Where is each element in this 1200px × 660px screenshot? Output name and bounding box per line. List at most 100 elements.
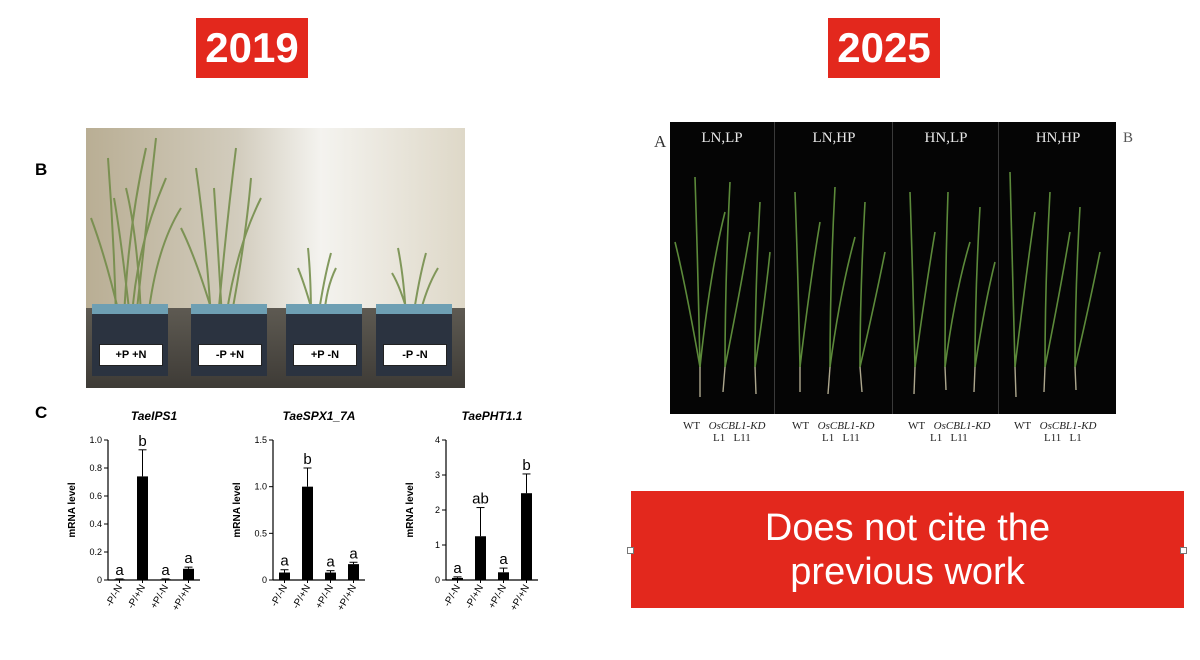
rice-seedlings-drawing (674, 171, 1101, 398)
x-tick-label: -P/+N (291, 583, 313, 611)
x-tick-label: -P/+N (126, 583, 148, 611)
resize-handle-right[interactable] (1180, 547, 1187, 554)
condition-label-4: HN,HP (1035, 130, 1081, 146)
kd-label-3: OsCBL1-KD (933, 420, 991, 432)
lines-label-3: L1 L11 (930, 432, 968, 444)
y-axis-label: mRNA level (67, 482, 78, 537)
bar (160, 579, 171, 581)
condition-column-2: LN,HP (774, 122, 893, 414)
bar-chart-taespx1-7a: TaeSPX1_7A mRNA level 0 0.5 1.0 1.5 a -P/-N b -P/… (232, 409, 365, 613)
bar-chart-taeips1: TaeIPS1 mRNA level 0 0.2 0.4 0.6 0.8 1.0 a -P/-N b… (67, 409, 200, 613)
bar (475, 536, 486, 580)
wt-label-2: WT (792, 420, 809, 432)
significance-letter: a (184, 550, 193, 567)
wt-label-1: WT (683, 420, 700, 432)
genotype-label-2: WT OsCBL1-KD L1 L11 (792, 420, 875, 444)
year-badge-2025: 2025 (828, 18, 940, 78)
y-tick-label: 0.4 (89, 519, 102, 529)
x-tick-label: -P/-N (442, 583, 463, 609)
y-tick-label: 4 (435, 435, 440, 445)
panel-label-c: C (35, 403, 48, 422)
y-tick-label: 1 (435, 540, 440, 550)
significance-letter: b (138, 433, 146, 450)
significance-letter: b (522, 457, 530, 474)
y-tick-label: 1.0 (89, 435, 102, 445)
x-tick-label: +P/+N (170, 583, 194, 613)
genotype-label-4: WT OsCBL1-KD L11 L1 (1014, 420, 1097, 444)
significance-letter: a (161, 562, 170, 579)
y-tick-label: 0 (97, 575, 102, 585)
condition-column-1: LN,LP (670, 122, 774, 414)
resize-handle-left[interactable] (627, 547, 634, 554)
genotype-label-1: WT OsCBL1-KD L1 L11 (683, 420, 766, 444)
condition-column-3: HN,LP (892, 122, 999, 414)
kd-label-2: OsCBL1-KD (817, 420, 875, 432)
x-tick-label: +P/-N (487, 583, 509, 611)
callout-line-2: previous work (790, 550, 1025, 593)
bar (137, 476, 148, 580)
significance-letter: ab (472, 491, 489, 508)
cropped-panel-label-b: B (1123, 130, 1134, 146)
chart-title: TaeIPS1 (131, 409, 178, 423)
rice-growth-photo: LN,LP LN,HP HN,LP HN,HP (670, 122, 1116, 414)
condition-column-4: HN,HP (998, 122, 1116, 414)
bar (498, 572, 509, 580)
y-tick-label: 0 (435, 575, 440, 585)
bar (279, 572, 290, 580)
y-tick-label: 2 (435, 505, 440, 515)
lines-label-1: L1 L11 (713, 432, 751, 444)
x-tick-label: +P/+N (335, 583, 359, 613)
y-tick-label: 1.5 (254, 435, 267, 445)
wt-label-3: WT (908, 420, 925, 432)
wheat-growth-photo: +P +N -P +N +P -N -P -N (86, 128, 465, 388)
y-tick-label: 0.2 (89, 547, 102, 557)
significance-letter: a (499, 551, 508, 568)
genotype-label-3: WT OsCBL1-KD L1 L11 (908, 420, 991, 444)
condition-label-3: HN,LP (924, 130, 968, 146)
y-tick-label: 0.6 (89, 491, 102, 501)
chart-title: TaePHT1.1 (462, 409, 523, 423)
y-tick-label: 0 (262, 575, 267, 585)
y-tick-label: 1.0 (254, 482, 267, 492)
bar (452, 577, 463, 580)
bar (183, 568, 194, 580)
tray-label-3: +P -N (293, 344, 357, 366)
chart-title: TaeSPX1_7A (283, 409, 356, 423)
x-tick-label: -P/-N (104, 583, 125, 609)
x-tick-label: +P/-N (314, 583, 336, 611)
x-tick-label: +P/+N (508, 583, 532, 613)
condition-label-1: LN,LP (701, 130, 743, 146)
significance-letter: a (453, 560, 462, 577)
y-tick-label: 0.5 (254, 528, 267, 538)
bar (325, 572, 336, 580)
y-axis-label: mRNA level (232, 482, 243, 537)
y-axis-label: mRNA level (405, 482, 416, 537)
significance-letter: b (303, 451, 311, 468)
x-tick-label: -P/-N (269, 583, 290, 609)
wt-label-4: WT (1014, 420, 1031, 432)
kd-label-1: OsCBL1-KD (708, 420, 766, 432)
year-badge-2019: 2019 (196, 18, 308, 78)
significance-letter: a (326, 554, 335, 571)
significance-letter: a (115, 562, 124, 579)
panel-label-a: A (654, 132, 667, 151)
lines-label-2: L1 L11 (822, 432, 860, 444)
y-tick-label: 3 (435, 470, 440, 480)
panel-label-b: B (35, 160, 48, 179)
tray-label-1: +P +N (99, 344, 163, 366)
bar (348, 564, 359, 580)
kd-label-4: OsCBL1-KD (1039, 420, 1097, 432)
significance-letter: a (349, 545, 358, 562)
condition-label-2: LN,HP (812, 130, 856, 146)
callout-line-1: Does not cite the (764, 506, 1051, 549)
lines-label-4: L11 L1 (1044, 432, 1082, 444)
callout-box: Does not cite the previous work (631, 491, 1184, 608)
tray-label-4: -P -N (383, 344, 447, 366)
tray-label-2: -P +N (198, 344, 262, 366)
bar (302, 486, 313, 580)
bar (114, 579, 125, 581)
x-tick-label: +P/-N (149, 583, 171, 611)
bar (521, 493, 532, 580)
x-tick-label: -P/+N (464, 583, 486, 611)
y-tick-label: 0.8 (89, 463, 102, 473)
